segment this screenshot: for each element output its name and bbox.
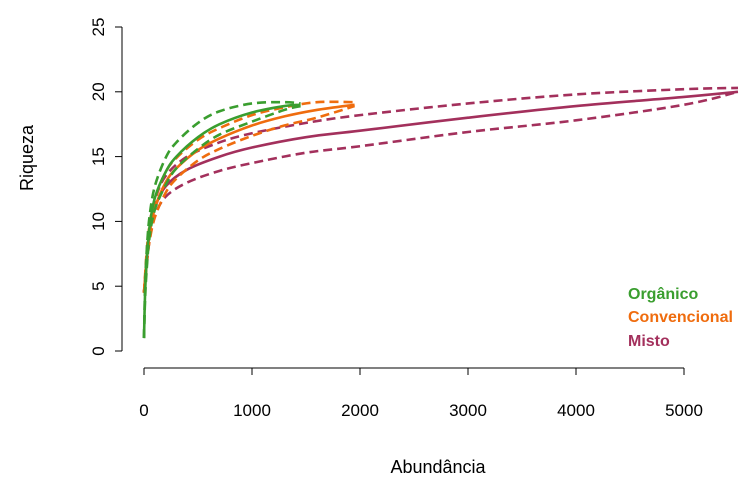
x-ticks: 0 1000 2000 3000 4000 5000 <box>139 368 703 420</box>
y-ticks: 0 5 10 15 20 25 <box>89 18 122 356</box>
y-tick-label: 25 <box>89 18 108 37</box>
legend: Orgânico Convencional Misto <box>628 286 733 350</box>
x-tick-label: 5000 <box>665 401 703 420</box>
y-tick-label: 0 <box>89 346 108 355</box>
curve-convencional-upper <box>142 100 355 293</box>
y-axis-title: Riqueza <box>17 124 37 191</box>
x-tick-label: 0 <box>139 401 148 420</box>
x-axis-title: Abundância <box>390 457 486 477</box>
y-tick-label: 10 <box>89 212 108 231</box>
legend-item-organico: Orgânico <box>628 286 698 303</box>
y-tick-label: 5 <box>89 281 108 290</box>
y-tick-label: 15 <box>89 147 108 166</box>
x-tick-label: 4000 <box>557 401 595 420</box>
x-tick-label: 1000 <box>233 401 271 420</box>
legend-item-misto: Misto <box>628 333 670 350</box>
axes <box>121 27 684 369</box>
curve-misto-mean <box>142 90 739 293</box>
curves <box>142 86 739 339</box>
y-tick-label: 20 <box>89 82 108 101</box>
legend-item-convencional: Convencional <box>628 309 733 326</box>
x-tick-label: 3000 <box>449 401 487 420</box>
curve-organico-lower <box>142 104 301 339</box>
x-tick-label: 2000 <box>341 401 379 420</box>
curve-organico-mean <box>142 103 301 339</box>
